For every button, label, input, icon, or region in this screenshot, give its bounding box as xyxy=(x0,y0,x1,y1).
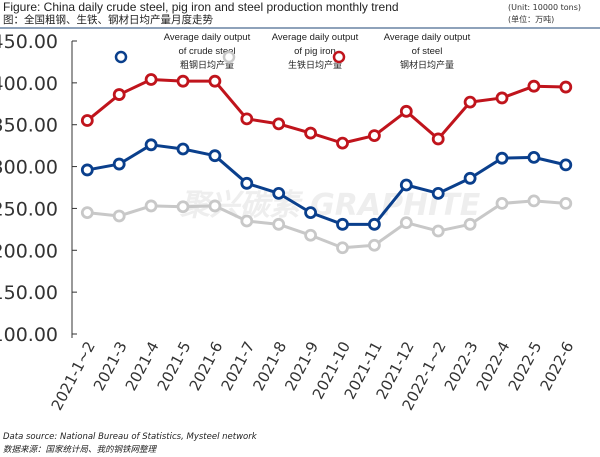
unit-label-cn: (单位：万吨) xyxy=(508,14,554,24)
y-tick-label: 300.00 xyxy=(0,157,58,179)
legend-label-cn: 钢材日均产量 xyxy=(400,59,454,71)
data-point xyxy=(336,217,349,231)
data-point xyxy=(112,209,126,223)
data-point xyxy=(208,149,222,163)
data-point xyxy=(463,95,477,109)
series-line xyxy=(86,78,566,145)
data-point xyxy=(176,142,190,156)
chart-title-en: Figure: China daily crude steel, pig iro… xyxy=(3,0,399,14)
legend-label: of pig iron xyxy=(294,46,336,57)
data-point xyxy=(240,214,254,228)
data-point xyxy=(144,138,158,152)
y-tick-label: 450.00 xyxy=(0,31,58,53)
data-point xyxy=(559,197,573,210)
y-tick-label: 250.00 xyxy=(0,198,58,220)
legend-label: of crude steel xyxy=(178,46,235,57)
series-line xyxy=(87,143,567,226)
y-tick-label: 200.00 xyxy=(0,240,58,262)
data-point xyxy=(495,91,509,105)
y-tick-label: 350.00 xyxy=(0,115,58,137)
y-tick-label: 400.00 xyxy=(0,73,58,95)
data-point xyxy=(527,79,541,93)
source-en: Data source: National Bureau of Statisti… xyxy=(3,432,258,442)
data-point xyxy=(367,129,381,142)
data-point xyxy=(112,157,126,171)
data-point xyxy=(112,88,126,101)
legend-label: Average daily output xyxy=(384,32,471,43)
data-point xyxy=(463,217,477,231)
data-point xyxy=(176,200,190,214)
y-tick-label: 100.00 xyxy=(0,324,58,346)
watermark: 聚兴碳素 GRAPHITE xyxy=(179,188,481,223)
data-point xyxy=(208,199,222,213)
legend: Average daily output of crude steel 粗钢日均产量… xyxy=(114,32,471,71)
data-point xyxy=(431,132,445,146)
series-2 xyxy=(80,73,573,150)
data-point xyxy=(336,241,349,255)
data-point xyxy=(463,171,477,185)
data-point xyxy=(144,73,158,86)
legend-marker xyxy=(114,50,128,64)
data-point xyxy=(304,206,318,220)
data-point xyxy=(559,158,573,172)
series-line xyxy=(87,199,566,250)
series-0 xyxy=(80,138,573,231)
x-tick-label: 2021-1~2 xyxy=(48,338,99,413)
source-cn: 数据来源：国家统计局、我的钢铁网整理 xyxy=(3,444,158,455)
data-point xyxy=(80,206,94,220)
legend-label-cn: 粗钢日均产量 xyxy=(180,59,234,71)
data-point xyxy=(272,186,286,200)
data-point xyxy=(80,114,94,127)
unit-label-en: (Unit: 10000 tons) xyxy=(508,3,581,12)
data-point xyxy=(367,238,381,252)
data-point xyxy=(495,151,509,165)
data-point xyxy=(399,178,413,192)
data-point xyxy=(304,126,318,140)
data-point xyxy=(144,199,158,213)
data-point xyxy=(176,74,190,88)
legend-label-cn: 生铁日均产量 xyxy=(288,59,342,71)
data-point xyxy=(240,112,254,126)
data-point xyxy=(559,80,573,94)
data-point xyxy=(208,74,222,88)
data-point xyxy=(527,150,541,164)
data-point xyxy=(527,194,541,208)
data-point xyxy=(495,197,509,210)
data-point xyxy=(240,176,254,190)
data-point xyxy=(272,217,286,231)
legend-marker xyxy=(222,50,236,64)
data-point xyxy=(272,117,286,131)
legend-label: Average daily output xyxy=(164,32,251,43)
data-point xyxy=(399,216,413,230)
y-tick-label: 150.00 xyxy=(0,282,58,304)
data-point xyxy=(80,163,94,177)
legend-label: Average daily output xyxy=(272,32,359,43)
data-point xyxy=(367,217,381,231)
chart-title-cn: 图：全国粗钢、生铁、钢材日均产量月度走势 xyxy=(3,13,213,26)
legend-marker xyxy=(332,50,346,64)
data-point xyxy=(399,104,413,118)
data-point xyxy=(431,224,445,238)
series-1 xyxy=(80,194,573,255)
legend-label: of steel xyxy=(412,46,443,57)
data-point xyxy=(304,228,318,242)
data-point xyxy=(431,186,445,200)
data-point xyxy=(336,136,349,150)
